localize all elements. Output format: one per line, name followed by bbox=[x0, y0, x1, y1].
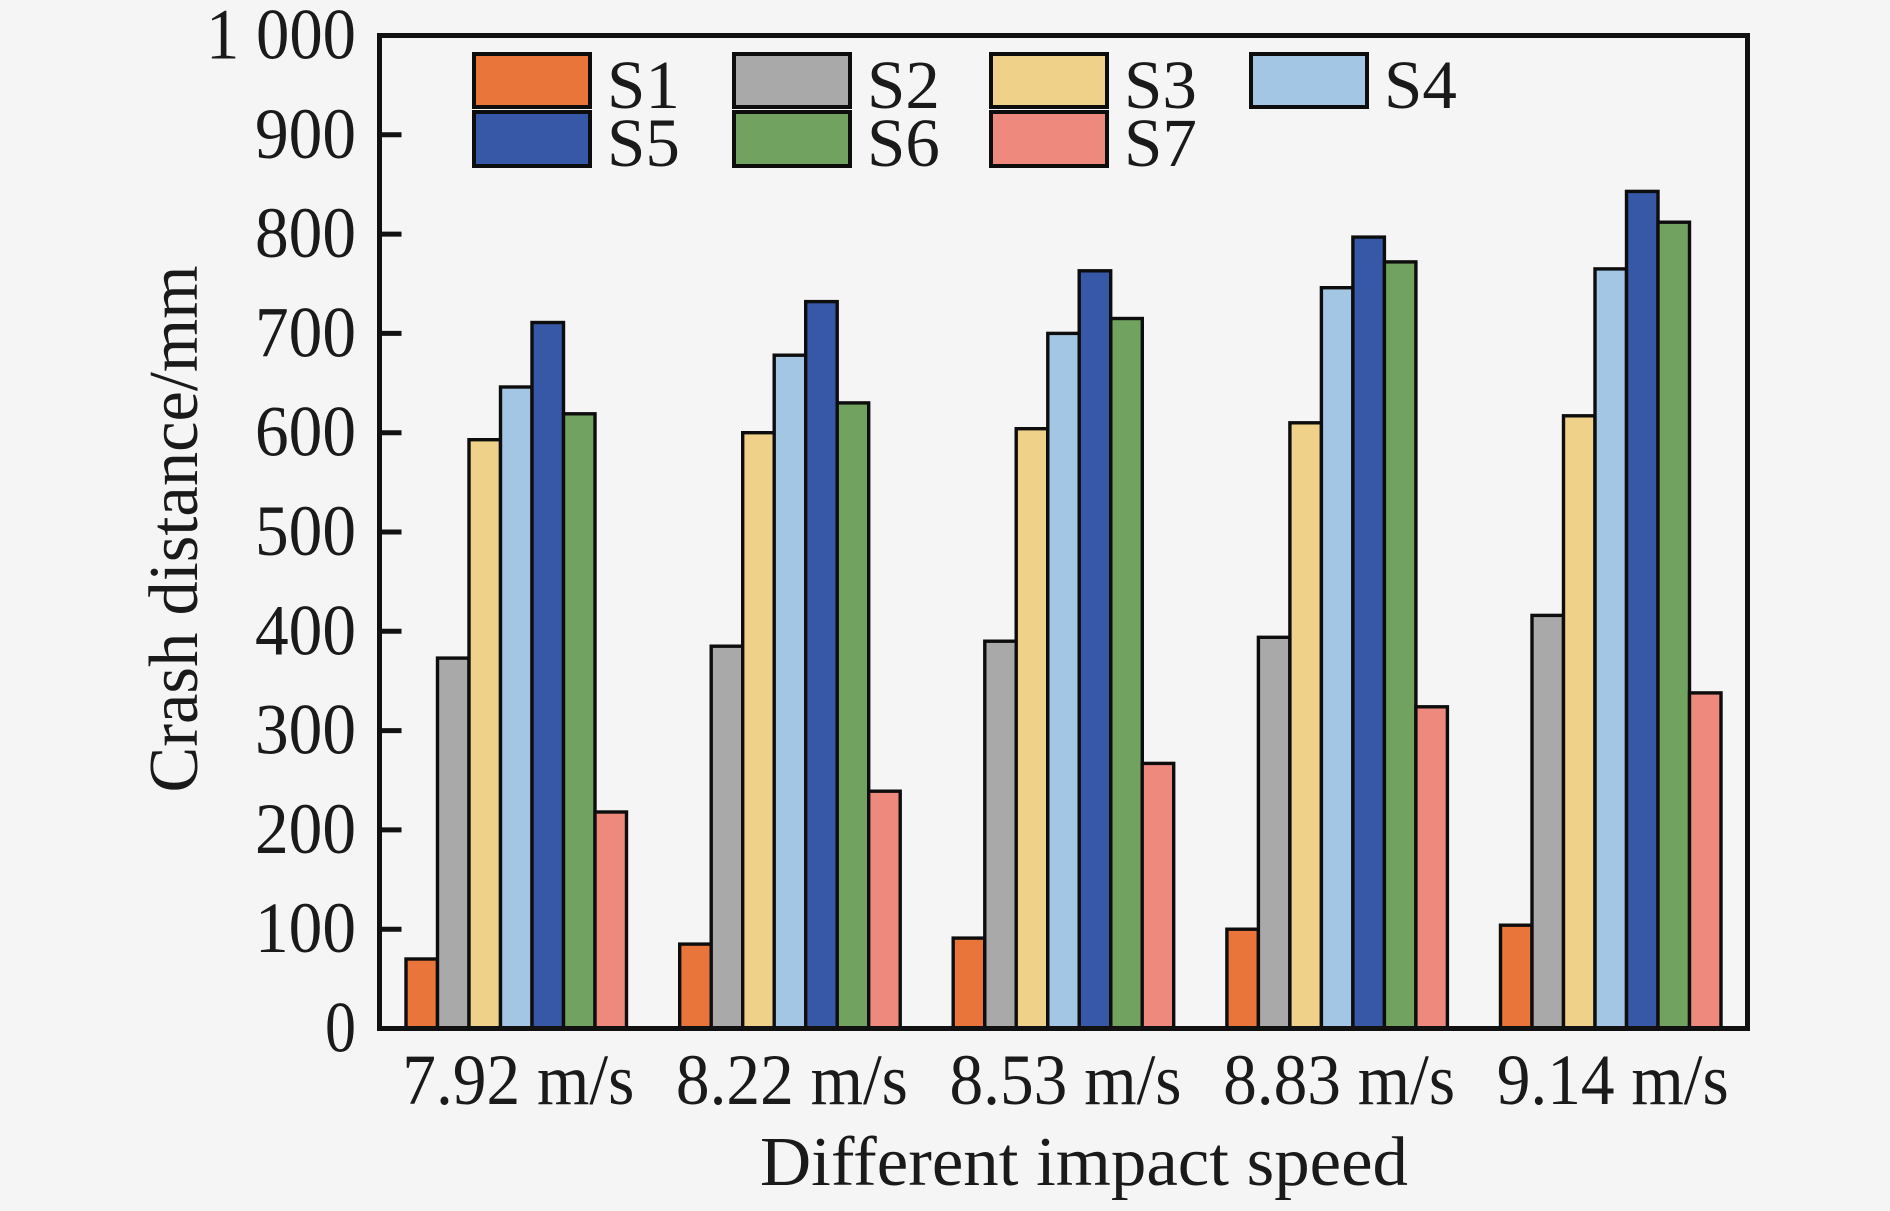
svg-text:S7: S7 bbox=[1124, 105, 1197, 181]
svg-text:S3: S3 bbox=[1124, 47, 1197, 123]
svg-text:9.14 m/s: 9.14 m/s bbox=[1497, 1040, 1729, 1120]
svg-text:8.83 m/s: 8.83 m/s bbox=[1223, 1040, 1455, 1120]
svg-text:S2: S2 bbox=[867, 47, 940, 123]
svg-text:S5: S5 bbox=[607, 105, 680, 181]
svg-text:0: 0 bbox=[325, 988, 356, 1068]
svg-text:600: 600 bbox=[255, 392, 356, 472]
svg-text:Different impact speed: Different impact speed bbox=[760, 1124, 1408, 1201]
svg-text:300: 300 bbox=[255, 690, 356, 770]
svg-text:1 000: 1 000 bbox=[206, 0, 356, 75]
svg-text:700: 700 bbox=[255, 292, 356, 372]
svg-text:800: 800 bbox=[255, 193, 356, 273]
svg-text:8.53 m/s: 8.53 m/s bbox=[950, 1040, 1182, 1120]
svg-text:7.92 m/s: 7.92 m/s bbox=[402, 1040, 634, 1120]
svg-text:900: 900 bbox=[255, 94, 356, 174]
svg-text:400: 400 bbox=[255, 590, 356, 670]
svg-text:Crash distance/mm: Crash distance/mm bbox=[136, 266, 213, 793]
svg-text:S4: S4 bbox=[1384, 47, 1457, 123]
svg-text:S1: S1 bbox=[607, 47, 680, 123]
svg-text:S6: S6 bbox=[867, 105, 940, 181]
svg-text:200: 200 bbox=[255, 789, 356, 869]
svg-text:100: 100 bbox=[255, 888, 356, 968]
svg-text:500: 500 bbox=[255, 491, 356, 571]
svg-text:8.22 m/s: 8.22 m/s bbox=[676, 1040, 908, 1120]
